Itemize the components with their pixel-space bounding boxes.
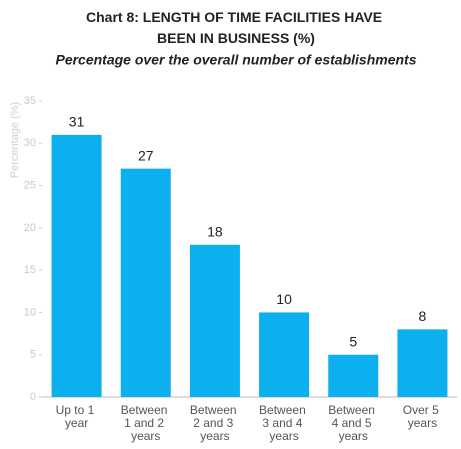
y-tick-label: 30	[24, 137, 36, 149]
value-label: 18	[207, 223, 223, 239]
y-tick-label: 10	[24, 306, 36, 318]
value-label: 10	[276, 291, 292, 307]
bar	[120, 168, 171, 397]
y-tick-label: 0	[30, 391, 36, 403]
bar	[397, 329, 448, 397]
chart-subtitle: Percentage over the overall number of es…	[55, 52, 416, 68]
x-tick-label: Up to 1 year	[56, 403, 98, 430]
value-label: 8	[419, 308, 427, 324]
y-axis-label: Percentage (%)	[9, 102, 21, 178]
chart-title: Chart 8: LENGTH OF TIME FACILITIES HAVE …	[86, 9, 386, 46]
y-tick-label: 20	[24, 222, 36, 234]
bar	[259, 312, 310, 397]
y-tick-label: 15	[24, 264, 36, 276]
y-tick-label: 25	[24, 179, 36, 191]
bar	[51, 134, 102, 398]
x-tick-label: Between 1 and 2 years	[121, 403, 171, 443]
value-label: 5	[349, 333, 357, 349]
x-tick-label: Between 4 and 5 years	[328, 403, 378, 443]
y-tick-label: 5	[30, 349, 36, 361]
x-tick-label: Over 5 years	[403, 403, 442, 430]
y-tick-label: 35	[24, 95, 36, 107]
value-label: 31	[69, 114, 85, 130]
bar	[189, 244, 240, 397]
value-label: 27	[138, 147, 154, 163]
x-tick-label: Between 3 and 4 years	[259, 403, 309, 443]
bar	[328, 354, 379, 397]
x-tick-label: Between 2 and 3 years	[190, 403, 240, 443]
